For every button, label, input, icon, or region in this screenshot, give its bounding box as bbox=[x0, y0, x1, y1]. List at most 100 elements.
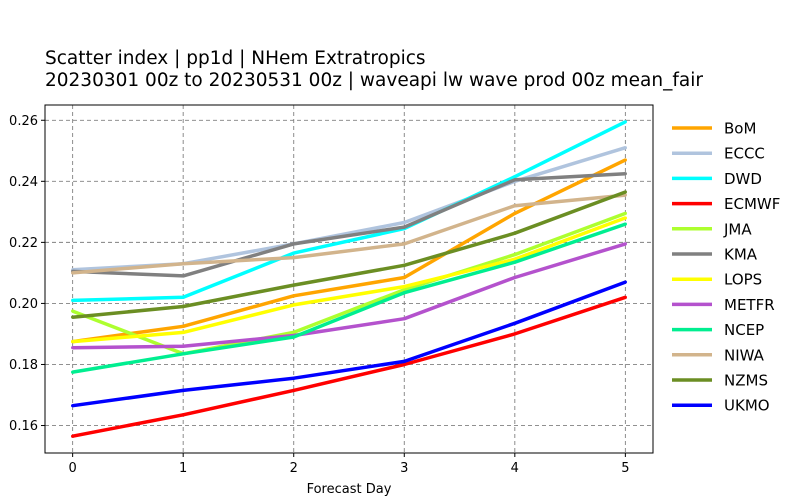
data-point-niwa bbox=[181, 262, 185, 266]
data-point-bom bbox=[402, 275, 406, 280]
legend-label-ncep: NCEP bbox=[724, 321, 764, 339]
data-point-metfr bbox=[513, 275, 517, 280]
legend-label-dwd: DWD bbox=[724, 170, 762, 188]
data-point-ukmo bbox=[513, 321, 517, 325]
data-point-ecmwf bbox=[402, 362, 406, 367]
data-point-lops bbox=[513, 257, 517, 261]
data-point-ncep bbox=[623, 222, 627, 226]
data-point-lops bbox=[292, 303, 296, 307]
data-point-lops bbox=[623, 216, 627, 220]
data-point-bom bbox=[292, 294, 296, 298]
data-point-ncep bbox=[292, 335, 296, 339]
legend-label-ukmo: UKMO bbox=[724, 397, 770, 415]
legend-label-ecmwf: ECMWF bbox=[724, 195, 780, 213]
data-point-lops bbox=[402, 285, 406, 289]
y-tick-label: 0.24 bbox=[9, 175, 38, 190]
data-point-lops bbox=[181, 330, 185, 335]
data-point-niwa bbox=[292, 256, 296, 260]
data-point-metfr bbox=[181, 344, 185, 348]
series-lines bbox=[71, 120, 627, 438]
data-point-ukmo bbox=[181, 388, 185, 393]
axes: 0 1 2 3 4 5 0.16 0.18 0.20 0.22 0.24 0.26 bbox=[9, 114, 629, 476]
data-point-niwa bbox=[623, 193, 627, 197]
legend-label-jma: JMA bbox=[723, 220, 752, 238]
series-line-lops bbox=[72, 216, 627, 344]
data-point-dwd bbox=[292, 251, 296, 255]
series-line-ncep bbox=[72, 222, 626, 374]
x-tick-label: 1 bbox=[179, 461, 187, 476]
data-point-jma bbox=[623, 211, 627, 215]
x-tick-label: 5 bbox=[621, 461, 629, 476]
data-point-lops bbox=[71, 339, 75, 344]
data-point-niwa bbox=[402, 242, 406, 246]
data-point-ukmo bbox=[623, 280, 627, 284]
data-point-nzms bbox=[71, 315, 75, 319]
data-point-niwa bbox=[71, 271, 75, 275]
data-point-kma bbox=[181, 274, 185, 278]
data-point-metfr bbox=[623, 242, 627, 246]
data-point-ukmo bbox=[292, 376, 296, 380]
data-point-ncep bbox=[181, 352, 185, 356]
data-point-bom bbox=[513, 211, 517, 215]
legend-label-nzms: NZMS bbox=[724, 372, 768, 390]
data-point-jma bbox=[402, 288, 406, 292]
data-point-ecmwf bbox=[71, 434, 75, 438]
x-tick-label: 4 bbox=[511, 461, 519, 476]
legend-label-kma: KMA bbox=[724, 246, 758, 264]
data-point-kma bbox=[402, 225, 406, 229]
series-line-kma bbox=[72, 171, 626, 278]
data-point-eccc bbox=[623, 146, 627, 150]
x-axis-label: Forecast Day bbox=[307, 482, 392, 497]
data-point-ncep bbox=[402, 291, 406, 295]
series-line-ecmwf bbox=[72, 295, 626, 438]
data-point-nzms bbox=[623, 190, 627, 194]
legend-label-bom: BoM bbox=[724, 120, 756, 138]
y-tick-label: 0.26 bbox=[9, 114, 38, 129]
legend: BoM ECCC DWD ECMWF JMA KMA LOPS METFR NCEP NIWA NZ… bbox=[672, 120, 780, 415]
data-point-ukmo bbox=[402, 359, 406, 364]
y-tick-label: 0.16 bbox=[9, 419, 38, 434]
data-point-ecmwf bbox=[292, 388, 296, 393]
data-point-metfr bbox=[402, 317, 406, 321]
data-point-eccc bbox=[402, 220, 406, 225]
data-point-kma bbox=[623, 172, 627, 176]
data-point-dwd bbox=[181, 295, 185, 299]
data-point-kma bbox=[513, 178, 517, 182]
y-tick-label: 0.20 bbox=[9, 297, 38, 312]
data-point-niwa bbox=[513, 204, 517, 208]
data-point-dwd bbox=[71, 298, 75, 302]
data-point-ecmwf bbox=[181, 413, 185, 417]
data-point-nzms bbox=[513, 231, 517, 235]
data-point-ncep bbox=[513, 260, 517, 264]
chart-title-line-1: Scatter index | pp1d | NHem Extratropics bbox=[45, 48, 426, 69]
data-point-ncep bbox=[71, 370, 75, 374]
data-point-bom bbox=[181, 324, 185, 328]
legend-label-metfr: METFR bbox=[724, 296, 775, 314]
plot-frame bbox=[44, 104, 654, 454]
data-point-ukmo bbox=[71, 404, 75, 408]
chart-title-line-2: 20230301 00z to 20230531 00z | waveapi l… bbox=[45, 70, 703, 91]
x-tick-label: 2 bbox=[290, 461, 298, 476]
data-point-nzms bbox=[402, 263, 406, 267]
data-point-ecmwf bbox=[623, 295, 627, 299]
grid bbox=[45, 105, 653, 453]
series-line-nzms bbox=[72, 190, 627, 319]
data-point-bom bbox=[623, 158, 627, 162]
data-point-jma bbox=[71, 309, 75, 313]
data-point-dwd bbox=[623, 120, 627, 124]
data-point-nzms bbox=[181, 304, 185, 309]
legend-label-lops: LOPS bbox=[724, 271, 762, 289]
data-point-nzms bbox=[292, 283, 296, 287]
y-tick-label: 0.18 bbox=[9, 358, 38, 373]
series-line-ukmo bbox=[72, 280, 627, 408]
series-line-dwd bbox=[72, 120, 627, 303]
y-tick-label: 0.22 bbox=[9, 236, 38, 251]
series-line-metfr bbox=[72, 242, 626, 350]
x-tick-label: 3 bbox=[400, 461, 408, 476]
data-point-dwd bbox=[513, 175, 517, 179]
series-line-niwa bbox=[72, 193, 626, 275]
data-point-kma bbox=[292, 242, 296, 246]
data-point-ecmwf bbox=[513, 332, 517, 336]
